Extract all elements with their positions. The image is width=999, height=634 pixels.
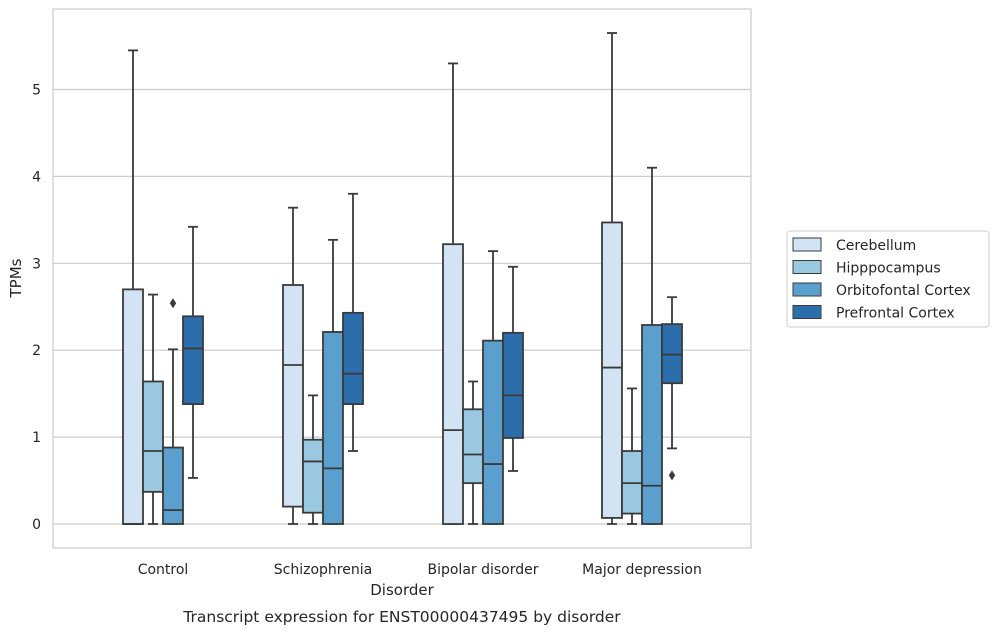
box-body	[442, 243, 464, 525]
x-tick-label: Control	[138, 562, 189, 578]
box-prefrontal-cortex	[661, 296, 683, 481]
x-axis-ticks: Control Schizophrenia Bipolar disorder Majo…	[138, 562, 702, 578]
y-tick-label: 2	[32, 343, 41, 359]
box-orbitofontal-cortex	[641, 166, 663, 525]
legend-label: Hipppocampus	[836, 261, 941, 277]
box-body	[162, 446, 184, 525]
outlier-point	[169, 298, 177, 309]
box-hipppocampus	[142, 293, 164, 525]
box-body	[302, 438, 324, 514]
box-body	[142, 380, 164, 493]
boxes	[122, 32, 683, 525]
box-hipppocampus	[302, 394, 324, 525]
outlier-point	[668, 470, 676, 481]
box-body	[282, 284, 304, 508]
box-cerebellum	[122, 49, 144, 525]
y-tick-label: 5	[32, 83, 41, 99]
box-body	[182, 315, 204, 405]
legend-swatch	[792, 237, 822, 252]
box-body	[342, 311, 364, 405]
y-axis-title: TPMs	[7, 258, 25, 298]
legend-frame	[786, 230, 990, 328]
y-tick-label: 3	[32, 256, 41, 272]
legend-swatch	[792, 260, 822, 274]
legend: Cerebellum Hipppocampus Orbitofontal Corte…	[786, 230, 990, 328]
y-tick-label: 1	[32, 430, 41, 446]
plot-frame	[52, 8, 752, 549]
box-orbitofontal-cortex	[162, 298, 184, 525]
x-tick-label: Schizophrenia	[274, 562, 372, 578]
box-cerebellum	[282, 206, 304, 525]
chart-caption: Transcript expression for ENST0000043749…	[182, 608, 621, 626]
box-prefrontal-cortex	[182, 225, 204, 479]
box-body	[601, 221, 623, 519]
legend-swatch	[792, 305, 822, 319]
legend-swatch	[792, 282, 822, 297]
box-body	[641, 324, 663, 525]
box-body	[122, 288, 144, 525]
y-axis-ticks: 0 1 2 3 4 5	[32, 83, 41, 534]
box-prefrontal-cortex	[342, 192, 364, 452]
legend-label: Orbitofontal Cortex	[836, 283, 971, 299]
box-body	[462, 408, 484, 485]
x-tick-label: Major depression	[582, 562, 702, 578]
legend-label: Prefrontal Cortex	[836, 306, 955, 322]
box-body	[322, 331, 344, 525]
box-orbitofontal-cortex	[322, 238, 344, 525]
y-tick-label: 4	[32, 169, 41, 185]
x-tick-label: Bipolar disorder	[427, 562, 538, 578]
box-cerebellum	[601, 32, 623, 525]
box-cerebellum	[442, 62, 464, 525]
box-body	[482, 339, 504, 525]
box-body	[502, 331, 524, 439]
legend-label: Cerebellum	[836, 238, 916, 254]
x-axis-title: Disorder	[370, 581, 434, 599]
y-tick-label: 0	[32, 517, 41, 533]
box-prefrontal-cortex	[502, 265, 524, 472]
